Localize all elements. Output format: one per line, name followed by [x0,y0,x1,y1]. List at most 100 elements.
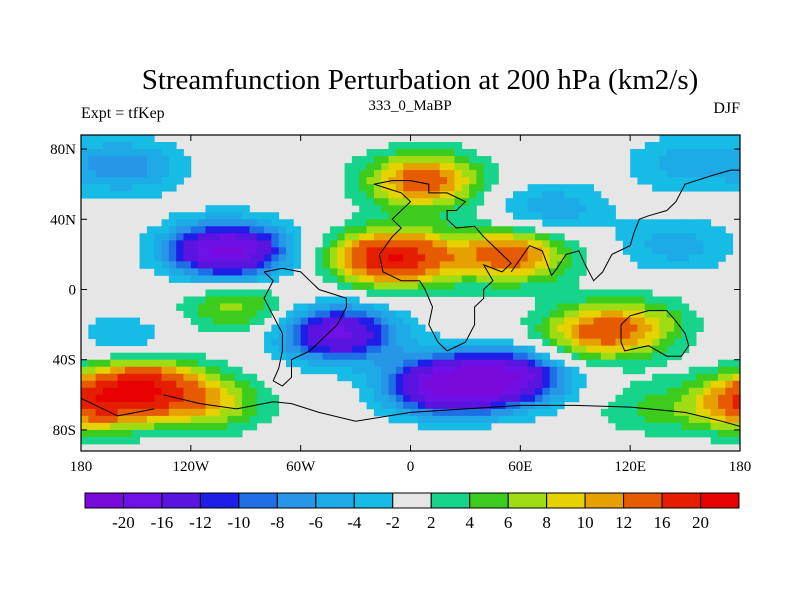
contour-cell [322,247,331,255]
coastline-segment [620,310,690,357]
colorbar-label: -4 [347,513,362,532]
contour-cell [176,268,184,276]
contour-cell [549,191,558,199]
contour-cell [293,233,302,241]
contour-cell [373,380,382,389]
contour-cell [542,394,551,403]
contour-cell [242,387,250,396]
contour-cell [234,401,243,410]
plot-area [80,134,741,452]
contour-cell [703,394,712,403]
contour-cell [498,338,507,347]
contour-cell [564,387,572,396]
contour-cell [578,205,587,213]
contour-cell [652,303,660,311]
contour-cell [373,387,382,396]
contour-cell [351,177,360,185]
contour-cell [725,233,734,241]
contour-cell [630,422,638,431]
contour-cell [381,401,389,410]
contour-cell [432,170,441,178]
contour-cell [198,247,206,255]
contour-cell [373,170,382,178]
contour-cell [234,226,243,234]
contour-cell [359,205,367,213]
contour-cell [630,233,638,241]
contour-cell [344,303,353,311]
contour-cell [81,401,89,410]
contour-cell [659,401,668,410]
contour-cell [161,163,170,171]
contour-cell [154,247,162,255]
contour-cell [439,142,448,150]
contour-cell [659,317,668,325]
contour-cell [432,415,441,424]
contour-cell [307,310,316,318]
contour-cell [403,184,411,192]
contour-cell [688,149,697,157]
contour-cell [659,156,668,164]
contour-cell [190,359,199,368]
contour-cell [498,282,507,290]
contour-cell [102,359,111,368]
contour-cell [234,254,243,262]
colorbar-box [430,492,471,509]
contour-cell [256,254,265,262]
contour-cell [718,184,726,192]
contour-cell [417,198,426,206]
contour-cell [454,233,463,241]
contour-cell [666,394,675,403]
contour-cell [674,226,682,234]
contour-cell [615,324,624,333]
contour-cell [168,275,177,283]
contour-cell [703,184,712,192]
contour-cell [725,387,734,396]
contour-cell [212,429,221,438]
contour-cell [644,310,653,318]
contour-cell [469,289,477,297]
contour-cell [644,142,653,150]
contour-cell [703,401,712,410]
contour-cell [176,366,184,375]
contour-cell [110,191,119,199]
contour-cell [212,226,221,234]
contour-cell [608,303,616,311]
contour-cell [146,387,155,396]
contour-cell [542,408,551,417]
contour-cell [556,212,565,220]
contour-cell [220,324,228,333]
contour-cell [168,408,177,417]
contour-cell [674,317,682,325]
contour-cell [527,205,536,213]
contour-cell [388,212,397,220]
contour-cell [454,394,463,403]
contour-cell [447,352,455,361]
contour-cell [359,310,367,318]
contour-cell [205,247,214,255]
contour-cell [527,387,536,396]
contour-cell [403,219,411,227]
contour-cell [242,205,250,213]
contour-cell [425,156,433,164]
contour-cell [227,275,236,283]
contour-cell [381,247,389,255]
contour-cell [652,317,660,325]
contour-cell [732,380,740,389]
contour-cell [476,233,485,241]
contour-cell [417,177,426,185]
contour-cell [630,408,638,417]
contour-cell [373,345,382,354]
contour-cell [403,247,411,255]
contour-cell [300,366,309,375]
contour-cell [264,415,272,424]
contour-cell [110,352,119,361]
contour-cell [293,324,302,333]
contour-cell [710,436,719,445]
contour-cell [337,275,345,283]
contour-cell [264,219,272,227]
contour-cell [307,303,316,311]
contour-cell [168,415,177,424]
contour-cell [381,303,389,311]
contour-cell [88,415,97,424]
